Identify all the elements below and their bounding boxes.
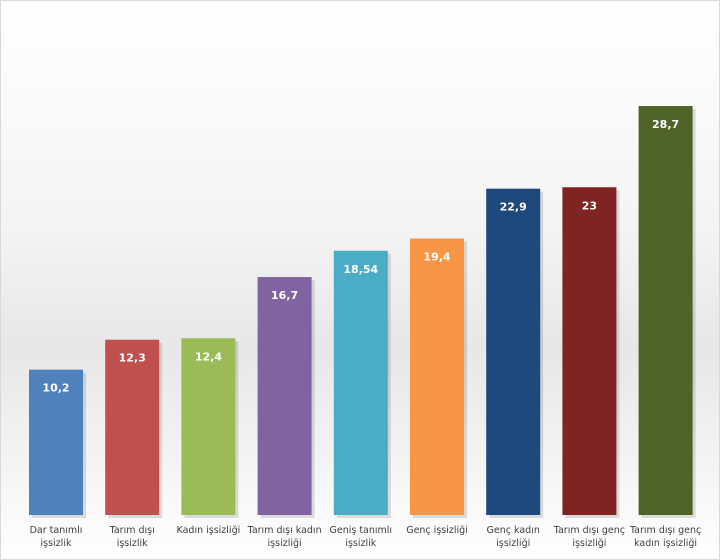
category-label-line: işsizlik xyxy=(117,538,148,549)
category-label-9: Tarım dışı genç kadın işsizliği xyxy=(629,525,701,549)
category-label-line: işsizlik xyxy=(41,538,72,549)
bar-6 xyxy=(410,238,464,516)
category-label-3: Kadın işsizliği xyxy=(177,525,241,536)
value-label-4: 16,7 xyxy=(271,289,298,302)
bar-5 xyxy=(333,250,388,515)
bar-8 xyxy=(562,187,617,515)
bar-4 xyxy=(257,277,312,515)
category-label-line: Dar tanımlı xyxy=(30,525,83,536)
category-label-8: Tarım dışı genç işsizliği xyxy=(553,525,625,549)
value-label-1: 10,2 xyxy=(42,382,69,395)
value-label-5: 18,54 xyxy=(343,263,378,276)
value-label-2: 12,3 xyxy=(119,352,146,365)
category-label-line: işsizliği xyxy=(496,538,530,549)
bar-3 xyxy=(181,338,236,515)
category-label-6: Genç işsizliği xyxy=(406,525,468,536)
value-label-9: 28,7 xyxy=(652,118,679,131)
value-label-8: 23 xyxy=(582,199,597,212)
category-label-7: Genç kadın işsizliği xyxy=(487,525,540,549)
category-label-line: Tarım dışı kadın xyxy=(247,525,322,536)
category-label-line: Tarım dışı xyxy=(109,525,155,536)
category-label-line: Geniş tanımlı xyxy=(330,525,393,536)
category-label-line: Genç işsizliği xyxy=(406,525,468,536)
category-label-1: Dar tanımlı işsizlik xyxy=(30,525,83,549)
category-label-2: Tarım dışı işsizlik xyxy=(109,525,155,549)
category-label-4: Tarım dışı kadın işsizliği xyxy=(247,525,322,549)
bar-7 xyxy=(486,188,541,516)
category-label-line: işsizliği xyxy=(268,538,302,549)
category-label-line: Kadın işsizliği xyxy=(177,525,241,536)
bar-1 xyxy=(29,369,83,515)
category-label-line: işsizliği xyxy=(572,538,606,549)
category-label-line: işsizlik xyxy=(345,538,376,549)
category-label-line: Tarım dışı genç xyxy=(629,525,701,536)
value-labels-group: 10,2 12,3 12,4 16,7 18,54 19,4 22,9 23 28,7 xyxy=(42,118,679,395)
category-labels-group: Dar tanımlı işsizlik Tarım dışı işsizlik Kad… xyxy=(30,525,702,549)
category-label-line: Genç kadın xyxy=(487,525,540,536)
value-label-6: 19,4 xyxy=(423,251,450,264)
category-label-line: kadın işsizliği xyxy=(634,538,697,549)
bars-group xyxy=(29,106,696,519)
value-label-7: 22,9 xyxy=(500,201,527,214)
value-label-3: 12,4 xyxy=(195,350,222,363)
bar-9 xyxy=(638,106,693,516)
category-label-line: Tarım dışı genç xyxy=(553,525,625,536)
category-label-5: Geniş tanımlı işsizlik xyxy=(330,525,393,549)
bar-2 xyxy=(105,339,160,515)
